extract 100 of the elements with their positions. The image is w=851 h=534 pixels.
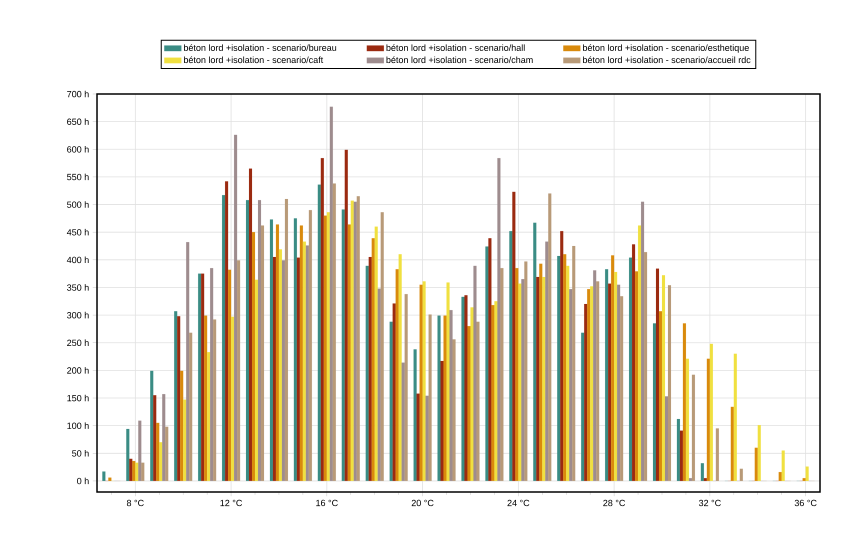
- bar: [563, 254, 566, 481]
- bar: [258, 200, 262, 481]
- bar: [521, 279, 524, 481]
- bar: [350, 200, 354, 481]
- bar: [222, 195, 226, 481]
- y-tick-label: 0 h: [77, 478, 89, 484]
- bar: [342, 209, 345, 481]
- bar: [428, 314, 432, 481]
- bar: [426, 396, 429, 481]
- bar: [135, 462, 138, 481]
- bar: [248, 168, 252, 481]
- y-tick-label: 450 h: [66, 228, 89, 236]
- bar: [296, 258, 300, 481]
- bar: [706, 358, 710, 481]
- bar: [372, 238, 375, 481]
- bar: [596, 281, 600, 481]
- bar: [198, 274, 202, 481]
- bar: [560, 231, 564, 481]
- bar: [324, 216, 327, 481]
- bar: [204, 316, 208, 481]
- bar: [806, 466, 809, 481]
- bar: [153, 395, 156, 481]
- bar: [440, 360, 444, 481]
- y-tick-label: 50 h: [72, 450, 89, 457]
- bar: [189, 332, 192, 481]
- x-tick-label: 36 °C: [794, 500, 817, 506]
- bar: [473, 266, 477, 481]
- bar: [183, 400, 186, 481]
- bar: [392, 303, 396, 481]
- y-tick-label: 550 h: [67, 174, 89, 180]
- bar: [548, 193, 552, 481]
- bar: [380, 212, 384, 481]
- bar: [332, 183, 336, 481]
- bar: [608, 284, 612, 481]
- bar: [491, 305, 494, 481]
- bar: [102, 471, 106, 481]
- bar: [782, 450, 785, 481]
- bar: [581, 332, 584, 481]
- bar: [270, 219, 274, 481]
- bar: [225, 181, 228, 481]
- bar: [593, 270, 596, 481]
- bar: [132, 460, 136, 481]
- x-tick-label: 20 °C: [412, 500, 434, 506]
- y-tick-label: 300 h: [67, 312, 89, 318]
- bar: [282, 260, 286, 481]
- bar: [778, 472, 782, 481]
- bar: [572, 246, 576, 481]
- bar: [231, 316, 234, 481]
- bar: [656, 268, 660, 481]
- bar: [308, 210, 312, 481]
- y-tick-label: 650 h: [67, 118, 89, 125]
- legend-label: béton lord +isolation - scenario/caft: [184, 56, 324, 64]
- x-tick-label: 12 °C: [220, 500, 242, 506]
- bar: [476, 322, 480, 481]
- bar: [497, 158, 500, 481]
- bar: [378, 288, 381, 481]
- bar: [156, 422, 160, 481]
- bar: [234, 134, 238, 481]
- bar: [664, 396, 668, 481]
- bar: [252, 232, 256, 481]
- bar: [641, 202, 644, 481]
- bar: [629, 258, 632, 481]
- bar: [302, 242, 306, 481]
- bar: [213, 319, 216, 481]
- bar: [734, 354, 737, 481]
- bar: [422, 281, 426, 481]
- bar: [566, 266, 570, 481]
- bar: [557, 256, 560, 481]
- y-tick-label: 150 h: [67, 394, 89, 402]
- x-tick-label: 24 °C: [508, 500, 530, 506]
- x-tick-label: 8 °C: [126, 500, 144, 506]
- x-tick-label: 16 °C: [316, 500, 338, 506]
- bar: [165, 426, 168, 481]
- bar: [129, 458, 132, 481]
- bar: [443, 316, 447, 481]
- y-tick-label: 600 h: [67, 146, 89, 153]
- bar: [740, 468, 743, 481]
- bar: [437, 316, 441, 481]
- bar: [662, 275, 666, 481]
- bar: [464, 295, 468, 481]
- bar: [488, 238, 492, 481]
- bar: [374, 226, 378, 481]
- bar: [348, 224, 351, 481]
- bar: [326, 212, 330, 481]
- bar: [416, 394, 420, 481]
- bar: [614, 272, 618, 481]
- bar: [617, 284, 620, 481]
- bar: [668, 285, 672, 481]
- bar: [605, 269, 608, 481]
- bar: [330, 106, 333, 481]
- y-tick-label: 500 h: [67, 201, 89, 208]
- bar: [730, 406, 734, 481]
- bar: [461, 296, 465, 481]
- bar: [276, 224, 280, 481]
- bar: [545, 242, 548, 481]
- bar: [159, 442, 162, 481]
- legend-label: béton lord +isolation - scenario/cham: [386, 56, 533, 64]
- bar: [201, 274, 204, 481]
- bar: [676, 418, 680, 481]
- y-tick-label: 200 h: [67, 367, 89, 374]
